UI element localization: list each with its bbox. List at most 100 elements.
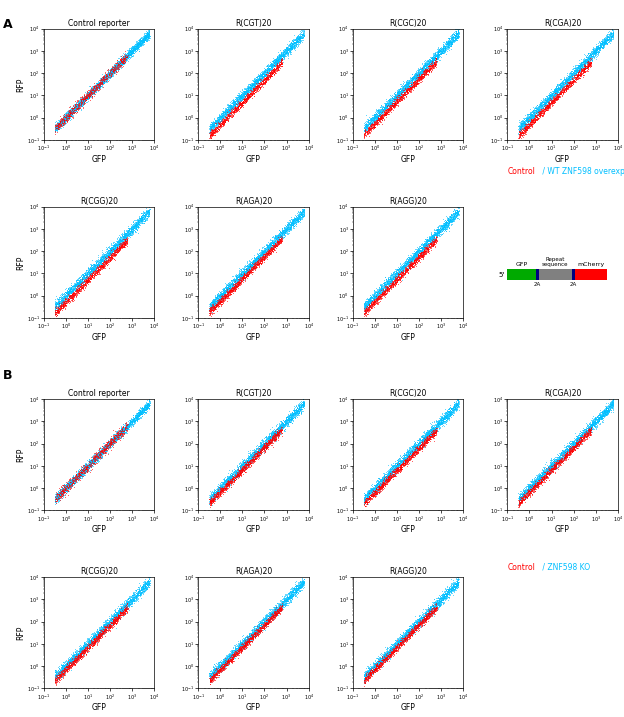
Point xyxy=(251,260,261,272)
Point xyxy=(575,67,585,79)
Point xyxy=(220,113,230,125)
Point xyxy=(84,85,94,97)
Point xyxy=(376,103,386,115)
Point xyxy=(426,61,436,72)
Point xyxy=(404,622,414,634)
Point xyxy=(135,590,145,602)
Point xyxy=(52,495,62,506)
Point xyxy=(532,474,542,485)
Point xyxy=(51,120,61,131)
Point xyxy=(79,466,89,478)
Point xyxy=(223,474,233,485)
Point xyxy=(219,285,229,297)
Point xyxy=(70,652,80,663)
Point xyxy=(378,279,388,290)
Point xyxy=(128,594,138,605)
Point xyxy=(234,98,244,110)
Point xyxy=(251,258,261,270)
Point xyxy=(256,441,266,452)
Point xyxy=(419,435,429,447)
Point xyxy=(384,104,394,115)
Point xyxy=(283,42,293,53)
Point xyxy=(575,60,585,72)
Point xyxy=(131,221,141,232)
Point xyxy=(408,442,418,453)
Point xyxy=(222,657,232,668)
Point xyxy=(525,478,535,490)
Point xyxy=(235,95,245,106)
Point xyxy=(134,217,144,228)
Point xyxy=(139,581,149,592)
Point xyxy=(374,288,384,299)
Point xyxy=(273,239,283,251)
Point xyxy=(144,395,154,407)
Point xyxy=(117,234,127,246)
Point xyxy=(419,429,429,441)
Point xyxy=(65,480,75,491)
Point xyxy=(120,602,130,613)
Point xyxy=(61,658,71,670)
Point xyxy=(405,263,415,275)
Point xyxy=(271,54,281,65)
Point xyxy=(275,236,285,247)
Point xyxy=(252,450,262,461)
Point xyxy=(280,590,290,602)
Point xyxy=(238,457,248,468)
Point xyxy=(407,261,417,272)
Point xyxy=(578,64,588,75)
Point xyxy=(265,423,275,435)
Point xyxy=(453,397,463,409)
Point xyxy=(401,257,411,268)
Point xyxy=(225,478,235,490)
Point xyxy=(390,640,400,652)
Point xyxy=(129,221,139,232)
Point xyxy=(51,673,61,685)
Point xyxy=(54,121,64,133)
Point xyxy=(205,493,215,504)
Point xyxy=(227,476,237,488)
Point xyxy=(551,458,561,470)
Point xyxy=(592,412,602,423)
Point xyxy=(105,68,115,80)
Point xyxy=(534,473,544,485)
Point xyxy=(255,445,265,457)
Point xyxy=(94,80,104,92)
Point xyxy=(141,581,151,593)
Point xyxy=(390,272,400,284)
Point xyxy=(549,84,559,95)
Point xyxy=(232,274,242,285)
Point xyxy=(66,653,76,665)
Point xyxy=(243,81,253,92)
Point xyxy=(261,614,271,626)
Point xyxy=(210,487,220,498)
Point xyxy=(288,215,298,227)
Point xyxy=(388,647,398,658)
Point xyxy=(402,627,412,638)
Point xyxy=(229,276,239,288)
Point xyxy=(278,44,288,56)
Point xyxy=(429,52,439,64)
Point xyxy=(439,589,449,600)
Point xyxy=(434,595,444,607)
Point xyxy=(122,595,132,607)
Point xyxy=(299,204,309,215)
Point xyxy=(578,65,588,77)
Point xyxy=(90,636,100,647)
Point xyxy=(89,264,99,275)
Point xyxy=(570,60,580,71)
Point xyxy=(210,295,220,307)
Point xyxy=(387,278,397,290)
Point xyxy=(538,475,548,486)
Point xyxy=(537,469,547,480)
Point xyxy=(125,417,135,428)
Point xyxy=(607,399,617,411)
Point xyxy=(396,632,406,644)
Point xyxy=(227,103,237,115)
Point xyxy=(269,611,279,622)
Point xyxy=(379,104,389,115)
Point xyxy=(56,298,66,309)
Point xyxy=(568,438,578,450)
Point xyxy=(78,464,88,475)
Point xyxy=(109,435,119,446)
Point xyxy=(212,668,222,679)
